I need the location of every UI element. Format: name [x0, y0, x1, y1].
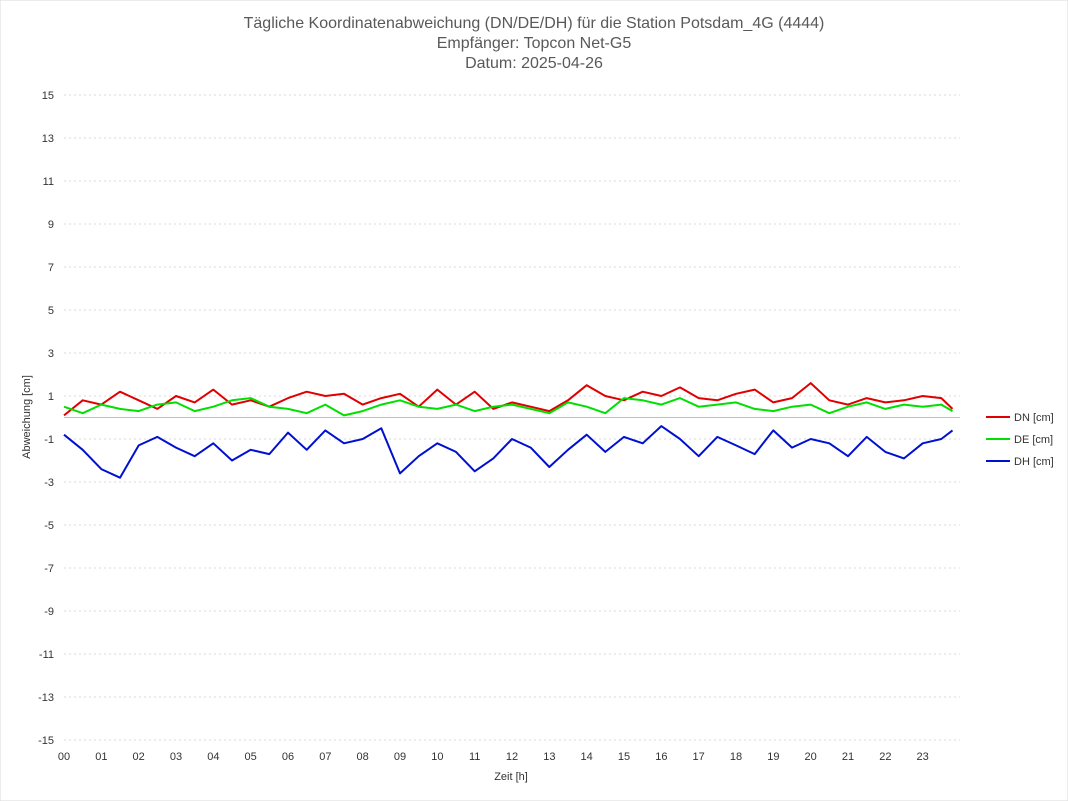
x-tick-label: 23: [917, 751, 929, 763]
legend-label: DN [cm]: [1014, 412, 1054, 424]
x-tick-label: 06: [282, 751, 294, 763]
x-tick-label: 11: [469, 751, 480, 763]
x-tick-label: 09: [394, 751, 406, 763]
x-tick-label: 22: [879, 751, 891, 763]
x-tick-label: 03: [170, 751, 182, 763]
title-line-1: Tägliche Koordinatenabweichung (DN/DE/DH…: [244, 15, 825, 32]
y-tick-label: 3: [48, 348, 54, 360]
title-line-2: Empfänger: Topcon Net-G5: [437, 35, 632, 52]
y-tick-label: 1: [48, 391, 54, 403]
x-tick-label: 16: [655, 751, 667, 763]
x-tick-label: 05: [245, 751, 257, 763]
y-tick-label: 15: [42, 90, 54, 102]
series-line-dh: [63, 425, 954, 479]
x-tick-labels: 00 01 02 03 04 05 06 07 08 09 10 11 12 13 14 15 16 17 18 19…: [58, 751, 929, 763]
x-tick-label: 14: [581, 751, 593, 763]
series-lines: [63, 382, 954, 479]
y-tick-label: -13: [38, 692, 54, 704]
x-tick-label: 10: [431, 751, 443, 763]
x-tick-label: 17: [693, 751, 705, 763]
y-tick-label: -7: [44, 563, 54, 575]
x-tick-label: 00: [58, 751, 70, 763]
y-tick-labels: 15 13 11 9 7 5 3 1 -1 -3 -5 -7 -9 -11 -13 -15: [38, 90, 54, 747]
y-tick-label: -1: [44, 434, 54, 446]
legend: DN [cm] DE [cm] DH [cm]: [986, 412, 1054, 468]
y-tick-label: 5: [48, 305, 54, 317]
x-tick-label: 13: [543, 751, 555, 763]
x-tick-label: 19: [767, 751, 779, 763]
x-axis-title: Zeit [h]: [494, 771, 528, 783]
x-tick-label: 15: [618, 751, 630, 763]
x-tick-label: 01: [95, 751, 107, 763]
series-line-de: [63, 397, 954, 417]
x-tick-label: 21: [842, 751, 854, 763]
y-tick-label: -9: [44, 606, 54, 618]
x-tick-label: 12: [506, 751, 518, 763]
y-tick-label: 7: [48, 262, 54, 274]
y-tick-label: 9: [48, 219, 54, 231]
x-tick-label: 18: [730, 751, 742, 763]
y-tick-label: -3: [44, 477, 54, 489]
y-tick-label: 11: [43, 176, 54, 188]
y-tick-label: -11: [39, 649, 54, 661]
y-tick-label: -5: [44, 520, 54, 532]
grid-lines: [64, 94, 960, 741]
y-tick-label: -15: [38, 735, 54, 747]
y-axis-title: Abweichung [cm]: [21, 375, 33, 459]
x-tick-label: 07: [319, 751, 331, 763]
x-tick-label: 02: [133, 751, 145, 763]
x-tick-label: 04: [207, 751, 219, 763]
x-tick-label: 08: [357, 751, 369, 763]
series-line-dn: [63, 382, 954, 417]
legend-label: DE [cm]: [1014, 434, 1053, 446]
x-tick-label: 20: [805, 751, 817, 763]
legend-label: DH [cm]: [1014, 456, 1054, 468]
y-tick-label: 13: [42, 133, 54, 145]
chart-title: Tägliche Koordinatenabweichung (DN/DE/DH…: [244, 15, 825, 72]
title-line-3: Datum: 2025-04-26: [465, 55, 603, 72]
